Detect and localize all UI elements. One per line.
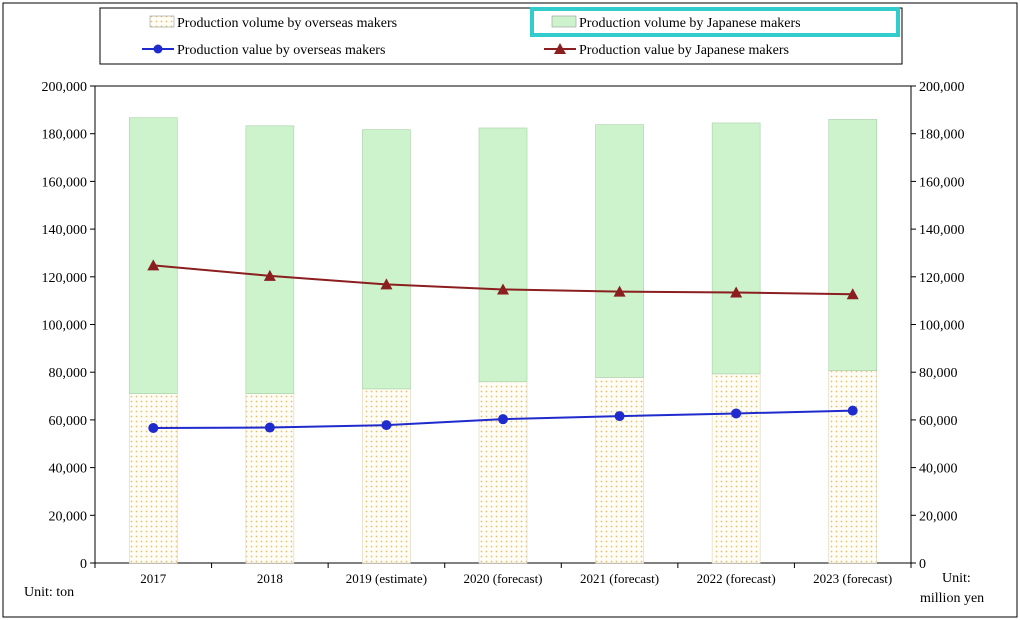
right-tick-label: 0	[919, 557, 926, 572]
legend-highlight-box	[530, 7, 900, 37]
japanese-value-point	[613, 285, 626, 297]
category-axis: 2017 2018 2019 (estimate) 2020 (forecast) 20…	[94, 563, 912, 586]
bar-overseas-volume	[362, 388, 411, 564]
right-tick-label: 60,000	[919, 414, 958, 429]
bar-overseas-volume	[245, 393, 295, 564]
bar-overseas-volume	[128, 393, 178, 564]
legend-label-overseas-volume: Production volume by overseas makers	[177, 16, 397, 31]
japanese-value-point	[730, 286, 743, 298]
right-tick-label: 80,000	[919, 366, 958, 381]
japanese-value-point	[263, 269, 276, 281]
overseas-value-point	[381, 420, 392, 431]
legend-label-overseas-value: Production value by overseas makers	[177, 43, 385, 58]
overseas-value-point	[731, 408, 742, 419]
left-tick-label: 100,000	[42, 319, 88, 334]
right-tick-label: 20,000	[919, 509, 958, 524]
right-tick-label: 200,000	[919, 80, 965, 95]
left-tick-label: 0	[80, 557, 87, 572]
right-tick-label: 40,000	[919, 462, 958, 477]
left-tick-label: 120,000	[42, 271, 88, 286]
overseas-value-point	[148, 423, 159, 434]
category-label: 2018	[257, 571, 283, 586]
category-label: 2017	[140, 571, 167, 586]
left-axis: 0 20,000 40,000 60,000 80,000 100,000 120,000 1…	[42, 80, 95, 572]
left-tick-label: 60,000	[49, 414, 88, 429]
category-label: 2021 (forecast)	[580, 571, 659, 586]
overseas-value-point	[614, 411, 625, 422]
japanese-value-point	[846, 288, 859, 300]
legend-marker-japanese-value	[554, 43, 566, 54]
right-tick-label: 160,000	[919, 175, 965, 190]
right-tick-label: 100,000	[919, 319, 965, 334]
category-label: 2022 (forecast)	[697, 571, 776, 586]
left-tick-label: 80,000	[49, 366, 88, 381]
right-axis-unit-line1: Unit:	[942, 571, 971, 586]
right-axis-unit-line2: million yen	[920, 591, 984, 606]
legend-label-japanese-value: Production value by Japanese makers	[579, 43, 789, 58]
bar-japanese-volume	[362, 129, 411, 390]
legend-label-japanese-volume: Production volume by Japanese makers	[579, 16, 801, 31]
bar-japanese-volume	[595, 124, 644, 378]
left-tick-label: 200,000	[42, 80, 88, 95]
bar-japanese-volume	[711, 122, 761, 375]
legend-marker-overseas-value	[153, 44, 163, 54]
bar-japanese-volume	[828, 119, 878, 371]
left-tick-label: 140,000	[42, 223, 88, 238]
japanese-value-point	[497, 283, 509, 295]
japanese-value-point	[380, 278, 393, 290]
legend-swatch-overseas-volume	[149, 15, 175, 28]
bar-japanese-volume	[128, 117, 178, 394]
japanese-value-point	[147, 259, 160, 271]
left-axis-unit: Unit: ton	[24, 585, 74, 600]
bars	[128, 117, 878, 564]
bar-overseas-volume	[828, 370, 878, 564]
category-label: 2020 (forecast)	[463, 571, 542, 586]
left-tick-label: 40,000	[49, 462, 88, 477]
bar-overseas-volume	[595, 377, 644, 564]
category-label: 2023 (forecast)	[813, 571, 892, 586]
legend: Production volume by overseas makers Pro…	[142, 7, 900, 58]
overseas-value-point	[847, 405, 858, 416]
left-tick-label: 20,000	[49, 509, 88, 524]
right-tick-label: 120,000	[919, 271, 965, 286]
right-axis: 0 20,000 40,000 60,000 80,000 100,000 120,000 1…	[911, 80, 965, 572]
right-tick-label: 140,000	[919, 223, 965, 238]
bar-japanese-volume	[478, 127, 528, 383]
left-tick-label: 180,000	[42, 128, 88, 143]
left-tick-label: 160,000	[42, 175, 88, 190]
bar-japanese-volume	[245, 125, 295, 394]
legend-swatch-japanese-volume	[551, 15, 577, 28]
lines	[147, 259, 859, 434]
category-label: 2019 (estimate)	[346, 571, 427, 586]
right-tick-label: 180,000	[919, 128, 965, 143]
overseas-value-point	[498, 414, 508, 425]
overseas-value-point	[264, 422, 275, 433]
bar-overseas-volume	[711, 373, 761, 564]
bar-overseas-volume	[478, 381, 528, 564]
